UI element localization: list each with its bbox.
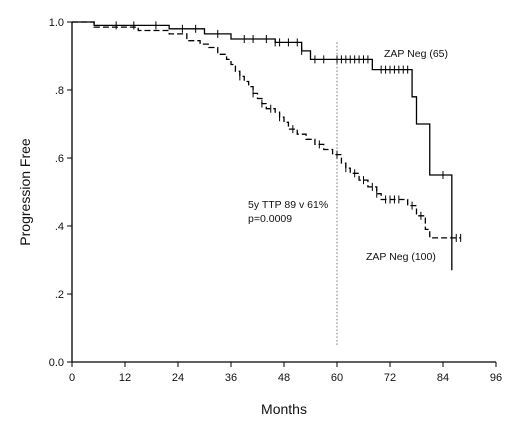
axis-ticks: 0 12 24 36 48 60 72 84 96 0.0 .2 .4 .6 .8 1.0 bbox=[49, 17, 502, 384]
y-tick-label: 1.0 bbox=[49, 17, 64, 29]
x-tick-label: 72 bbox=[384, 372, 396, 384]
y-tick-label: .2 bbox=[55, 289, 64, 301]
series-label-zap-neg-100: ZAP Neg (100) bbox=[366, 251, 436, 263]
y-tick-label: .8 bbox=[55, 85, 64, 97]
y-tick-label: .4 bbox=[55, 221, 64, 233]
y-tick-label: .6 bbox=[55, 153, 64, 165]
plot-axes bbox=[71, 22, 496, 363]
x-tick-label: 36 bbox=[225, 372, 237, 384]
x-axis-label: Months bbox=[261, 401, 307, 417]
x-tick-label: 96 bbox=[490, 372, 502, 384]
annotation-ttp: 5y TTP 89 v 61% bbox=[248, 199, 328, 211]
series-label-zap-neg-65: ZAP Neg (65) bbox=[384, 48, 448, 60]
y-axis-label: Progression Free bbox=[17, 138, 33, 246]
y-tick-label: 0.0 bbox=[49, 357, 64, 369]
x-tick-label: 48 bbox=[278, 372, 290, 384]
x-tick-label: 60 bbox=[331, 372, 343, 384]
x-tick-label: 12 bbox=[119, 372, 131, 384]
x-tick-label: 24 bbox=[172, 372, 184, 384]
survival-curves bbox=[72, 21, 462, 271]
x-tick-label: 84 bbox=[437, 372, 449, 384]
x-tick-label: 0 bbox=[69, 372, 75, 384]
annotation-pvalue: p=0.0009 bbox=[248, 213, 292, 225]
